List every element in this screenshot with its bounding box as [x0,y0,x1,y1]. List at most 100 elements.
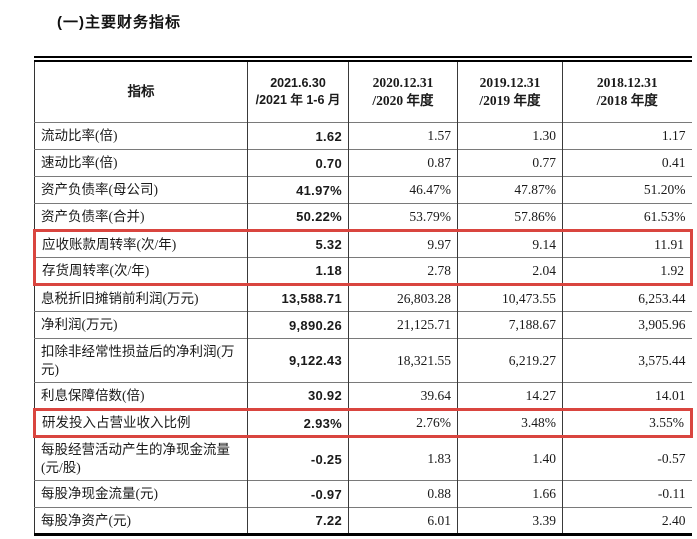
table-row-net-assets-per-share: 每股净资产(元) 7.22 6.01 3.39 2.40 [34,507,692,535]
row-label: 息税折旧摊销前利润(万元) [34,284,248,312]
cell-value: 10,473.55 [457,284,563,312]
header-period-2019-date: 2019.12.31 [479,74,541,90]
financial-indicators-table-wrap: 指标 2021.6.30 /2021 年 1-6 月 2020.12.31 /2… [33,56,693,536]
cell-value: 7,188.67 [457,311,563,339]
cell-value: 7.22 [247,507,349,535]
table-row-net-profit: 净利润(万元) 9,890.26 21,125.71 7,188.67 3,90… [34,311,692,339]
cell-value: 9.97 [348,229,458,258]
row-label: 每股净现金流量(元) [34,480,248,508]
cell-value: 0.70 [247,149,349,177]
cell-value: 6,253.44 [562,284,692,312]
cell-value: 18,321.55 [348,338,458,383]
table-row-current-ratio: 流动比率(倍) 1.62 1.57 1.30 1.17 [34,122,692,150]
cell-value: -0.97 [247,480,349,508]
cell-value: 0.77 [457,149,563,177]
cell-value: 1.92 [562,257,693,286]
cell-value: 0.87 [348,149,458,177]
table-row-receivables-turnover-highlighted: 应收账款周转率(次/年) 5.32 9.97 9.14 11.91 [33,229,693,258]
cell-value: 2.78 [348,257,458,286]
table-row-operating-cashflow-per-share: 每股经营活动产生的净现金流量(元/股) -0.25 1.83 1.40 -0.5… [34,436,692,481]
table-row-net-cashflow-per-share: 每股净现金流量(元) -0.97 0.88 1.66 -0.11 [34,480,692,508]
cell-value: 39.64 [348,382,458,410]
table-row-quick-ratio: 速动比率(倍) 0.70 0.87 0.77 0.41 [34,149,692,177]
cell-value: 1.18 [247,257,349,286]
cell-value: 50.22% [247,203,349,231]
cell-value: 2.40 [562,507,692,535]
cell-value: 30.92 [247,382,349,410]
cell-value: 5.32 [247,229,349,258]
cell-value: 9.14 [457,229,563,258]
cell-value: 14.27 [457,382,563,410]
header-period-2020-label: /2020 年度 [372,93,434,108]
cell-value: 1.57 [348,122,458,150]
row-label: 每股经营活动产生的净现金流量(元/股) [34,436,248,481]
table-row-debt-ratio-consolidated: 资产负债率(合并) 50.22% 53.79% 57.86% 61.53% [34,203,692,231]
cell-value: 2.93% [247,408,349,438]
cell-value: 0.88 [348,480,458,508]
cell-value: 61.53% [562,203,692,231]
header-period-2021-date: 2021.6.30 [270,76,326,91]
row-label: 资产负债率(母公司) [34,176,248,204]
cell-value: 47.87% [457,176,563,204]
cell-value: 46.47% [348,176,458,204]
header-period-2020: 2020.12.31 /2020 年度 [348,59,458,123]
cell-value: 9,890.26 [247,311,349,339]
cell-value: 1.62 [247,122,349,150]
cell-value: 3.55% [562,408,693,438]
row-label: 每股净资产(元) [34,507,248,535]
header-period-2018-label: /2018 年度 [596,93,658,108]
header-period-2019-label: /2019 年度 [479,93,541,108]
row-label: 资产负债率(合并) [34,203,248,231]
header-period-2020-date: 2020.12.31 [372,74,434,90]
header-indicator: 指标 [127,83,155,99]
cell-value: 1.30 [457,122,563,150]
header-period-2021: 2021.6.30 /2021 年 1-6 月 [247,59,349,123]
cell-value: 1.40 [457,436,563,481]
cell-value: 41.97% [247,176,349,204]
row-label: 流动比率(倍) [34,122,248,150]
cell-value: 3,905.96 [562,311,692,339]
row-label: 速动比率(倍) [34,149,248,177]
cell-value: -0.25 [247,436,349,481]
cell-value: 26,803.28 [348,284,458,312]
table-row-net-profit-excl-nonrecurring: 扣除非经常性损益后的净利润(万元) 9,122.43 18,321.55 6,2… [34,338,692,383]
cell-value: 6.01 [348,507,458,535]
cell-value: 0.41 [562,149,692,177]
cell-value: 1.83 [348,436,458,481]
cell-value: 51.20% [562,176,692,204]
cell-value: 14.01 [562,382,692,410]
header-period-2018-date: 2018.12.31 [596,74,658,90]
cell-value: 11.91 [562,229,693,258]
cell-value: 3.48% [457,408,563,438]
table-row-ebitda: 息税折旧摊销前利润(万元) 13,588.71 26,803.28 10,473… [34,284,692,312]
row-label: 净利润(万元) [34,311,248,339]
row-label: 扣除非经常性损益后的净利润(万元) [34,338,248,383]
header-period-2019: 2019.12.31 /2019 年度 [457,59,563,123]
row-label: 利息保障倍数(倍) [34,382,248,410]
header-period-2021-label: /2021 年 1-6 月 [255,93,341,107]
cell-value: 3.39 [457,507,563,535]
header-period-2018: 2018.12.31 /2018 年度 [562,59,692,123]
cell-value: 6,219.27 [457,338,563,383]
cell-value: 53.79% [348,203,458,231]
table-row-interest-coverage: 利息保障倍数(倍) 30.92 39.64 14.27 14.01 [34,382,692,410]
table-row-debt-ratio-parent: 资产负债率(母公司) 41.97% 46.47% 47.87% 51.20% [34,176,692,204]
table-row-inventory-turnover-highlighted: 存货周转率(次/年) 1.18 2.78 2.04 1.92 [33,257,693,286]
table-header-row: 指标 2021.6.30 /2021 年 1-6 月 2020.12.31 /2… [35,59,692,123]
cell-value: -0.57 [562,436,692,481]
row-label: 存货周转率(次/年) [33,257,248,286]
financial-indicators-table: 指标 2021.6.30 /2021 年 1-6 月 2020.12.31 /2… [33,56,693,536]
cell-value: 2.04 [457,257,563,286]
cell-value: -0.11 [562,480,692,508]
table-row-rd-expense-ratio-highlighted: 研发投入占营业收入比例 2.93% 2.76% 3.48% 3.55% [33,408,693,438]
cell-value: 2.76% [348,408,458,438]
cell-value: 57.86% [457,203,563,231]
row-label: 应收账款周转率(次/年) [33,229,248,258]
cell-value: 1.66 [457,480,563,508]
cell-value: 21,125.71 [348,311,458,339]
section-title: (一)主要财务指标 [57,14,181,31]
cell-value: 1.17 [562,122,692,150]
row-label: 研发投入占营业收入比例 [33,408,248,438]
cell-value: 9,122.43 [247,338,349,383]
